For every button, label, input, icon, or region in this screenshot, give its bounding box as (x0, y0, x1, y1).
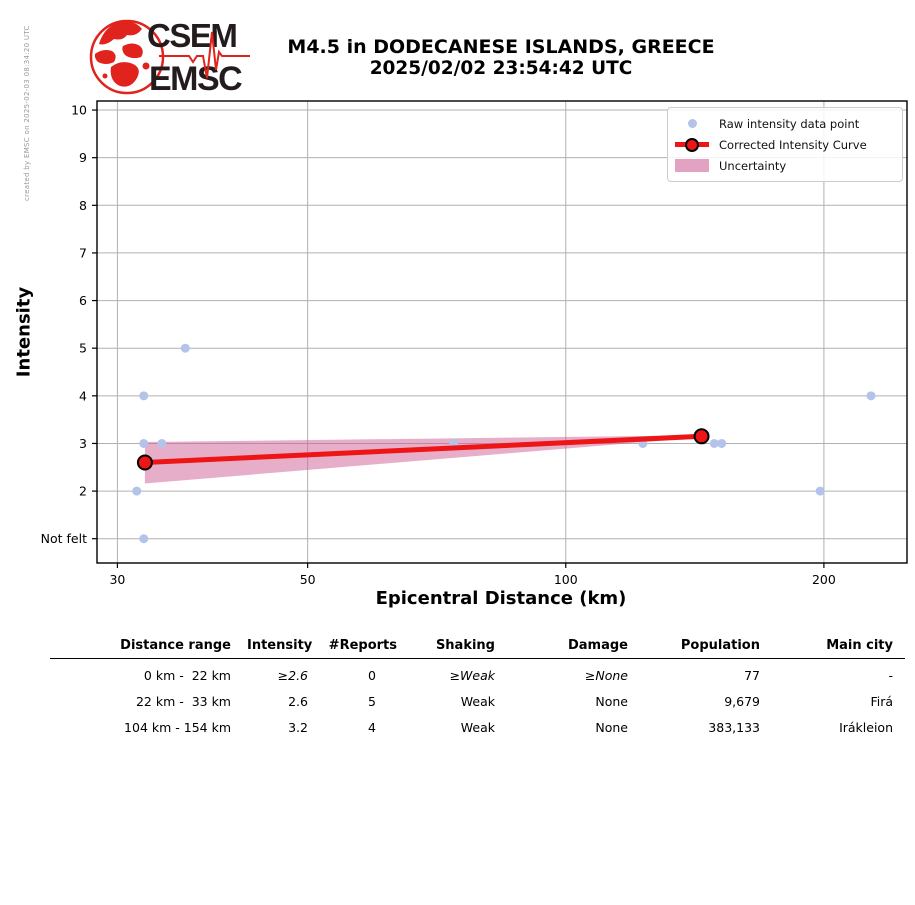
legend-item-raw: Raw intensity data point (675, 113, 898, 134)
raw-data-point (139, 534, 149, 544)
table-cell: ≥None (584, 668, 628, 683)
table-cell: 104 km - 154 km (124, 720, 231, 735)
col-header-shaking: Shaking (400, 638, 508, 659)
chart-legend: Raw intensity data point Corrected Inten… (667, 107, 903, 182)
table-cell: None (595, 694, 628, 709)
emsc-logo-graphic: CSEM EMSC (89, 17, 250, 98)
logo-text-csem: CSEM (147, 17, 236, 54)
x-axis-label: Epicentral Distance (km) (375, 588, 627, 609)
raw-data-point (866, 391, 876, 401)
credit-text: created by EMSC on 2025-02-03 08:34:20 U… (23, 25, 31, 201)
table-cell: 0 km - 22 km (143, 668, 231, 683)
raw-data-point (449, 438, 459, 448)
y-tick-label: 6 (79, 293, 87, 308)
x-tick-label: 30 (109, 572, 125, 587)
col-header-distance-range: Distance range (50, 638, 247, 659)
table-cell: None (595, 720, 628, 735)
raw-data-point (638, 438, 648, 448)
legend-item-uncertainty: Uncertainty (675, 155, 898, 176)
legend-label: Raw intensity data point (719, 116, 860, 131)
table-cell: ≥Weak (449, 668, 495, 683)
y-tick-label: 4 (79, 388, 87, 403)
impact-table: Distance range Intensity #Reports Shakin… (50, 638, 905, 737)
col-header-population: Population (634, 638, 768, 659)
x-tick-label: 100 (554, 572, 578, 587)
table-cell: 22 km - 33 km (135, 694, 231, 709)
y-tick-label: 8 (79, 198, 87, 213)
x-tick-label: 200 (812, 572, 836, 587)
logo-text-emsc: EMSC (149, 60, 242, 98)
uncertainty-band (144, 435, 702, 484)
y-tick-label: 5 (79, 341, 87, 356)
y-tick-label: 7 (79, 245, 87, 260)
col-header-intensity: Intensity (247, 638, 313, 659)
x-tick-label: 50 (300, 572, 316, 587)
corrected-intensity-curve (144, 433, 702, 466)
raw-data-point (139, 391, 149, 401)
col-header-damage: Damage (508, 638, 634, 659)
table-row: 0 km - 22 km ≥2.6 0 ≥Weak ≥None 77 - (50, 659, 905, 686)
raw-point-icon (675, 117, 709, 131)
y-tick-label: 2 (79, 484, 87, 499)
seismogram-icon (159, 31, 250, 79)
table-cell: ≥2.6 (277, 668, 308, 683)
raw-data-point (139, 438, 149, 448)
table-cell: 0 (368, 668, 376, 683)
table-header-row: Distance range Intensity #Reports Shakin… (50, 638, 905, 659)
raw-data-point (157, 438, 167, 448)
chart-subtitle: 2025/02/02 23:54:42 UTC (369, 58, 633, 79)
y-tick-label: Not felt (41, 531, 87, 546)
legend-label: Uncertainty (719, 158, 787, 173)
table-row: 104 km - 154 km 3.2 4 Weak None 383,133 … (50, 711, 905, 737)
title-block: M4.5 in DODECANESE ISLANDS, GREECE 2025/… (287, 36, 714, 80)
raw-data-point (132, 486, 142, 496)
legend-label: Corrected Intensity Curve (719, 137, 867, 152)
y-tick-label: 9 (79, 150, 87, 165)
table-cell: - (888, 668, 893, 683)
table-cell: Weak (460, 694, 495, 709)
chart-title: M4.5 in DODECANESE ISLANDS, GREECE (287, 36, 715, 58)
table-cell: 4 (368, 720, 376, 735)
emsc-logo: CSEM EMSC (85, 10, 263, 109)
y-axis-label: Intensity (13, 286, 35, 378)
legend-item-curve: Corrected Intensity Curve (675, 134, 898, 155)
raw-data-point (815, 486, 825, 496)
col-header-reports: #Reports (313, 638, 400, 659)
table-cell: Weak (460, 720, 495, 735)
table-cell: Irákleion (839, 720, 893, 735)
y-tick-label: 3 (79, 436, 87, 451)
corrected-curve-marker (693, 428, 710, 445)
table-cell: 9,679 (724, 694, 760, 709)
table-cell: 383,133 (708, 720, 760, 735)
table-cell: 77 (744, 668, 760, 683)
curve-line-icon (675, 137, 709, 152)
table-cell: 2.6 (288, 694, 308, 709)
table-cell: Firá (870, 694, 893, 709)
corrected-curve-marker (136, 454, 153, 471)
raw-data-point (717, 438, 727, 448)
col-header-main-city: Main city (768, 638, 905, 659)
table-cell: 5 (368, 694, 376, 709)
uncertainty-band-icon (675, 159, 709, 173)
table-row: 22 km - 33 km 2.6 5 Weak None 9,679 Firá (50, 685, 905, 711)
raw-data-point (709, 438, 719, 448)
table-cell: 3.2 (288, 720, 308, 735)
raw-data-point (180, 343, 190, 353)
